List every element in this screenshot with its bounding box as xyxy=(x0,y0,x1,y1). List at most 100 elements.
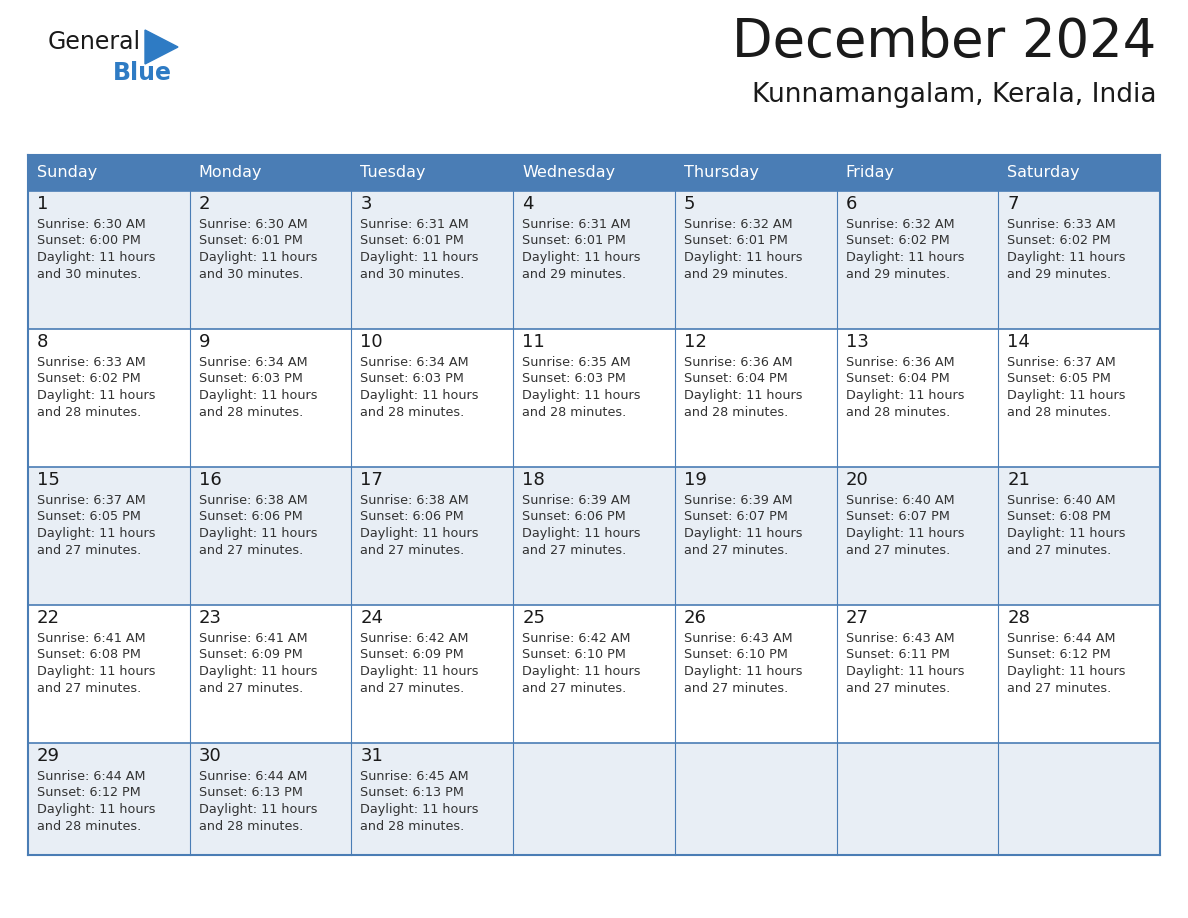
Text: and 27 minutes.: and 27 minutes. xyxy=(846,544,950,557)
Text: Sunset: 6:09 PM: Sunset: 6:09 PM xyxy=(198,648,303,662)
Text: Daylight: 11 hours: Daylight: 11 hours xyxy=(360,389,479,402)
Text: Sunset: 6:10 PM: Sunset: 6:10 PM xyxy=(523,648,626,662)
Text: 6: 6 xyxy=(846,195,857,213)
Text: Sunset: 6:00 PM: Sunset: 6:00 PM xyxy=(37,234,141,248)
Text: Sunset: 6:12 PM: Sunset: 6:12 PM xyxy=(37,787,140,800)
Bar xyxy=(29,743,1159,855)
Text: 12: 12 xyxy=(684,333,707,351)
Text: Sunrise: 6:36 AM: Sunrise: 6:36 AM xyxy=(684,355,792,368)
Bar xyxy=(675,155,836,191)
Text: 14: 14 xyxy=(1007,333,1030,351)
Text: Sunset: 6:05 PM: Sunset: 6:05 PM xyxy=(1007,373,1111,386)
Text: 13: 13 xyxy=(846,333,868,351)
Text: and 28 minutes.: and 28 minutes. xyxy=(37,821,141,834)
Text: Sunset: 6:01 PM: Sunset: 6:01 PM xyxy=(523,234,626,248)
Text: Sunrise: 6:37 AM: Sunrise: 6:37 AM xyxy=(1007,355,1116,368)
Text: 1: 1 xyxy=(37,195,49,213)
Text: Daylight: 11 hours: Daylight: 11 hours xyxy=(37,528,156,541)
Text: Daylight: 11 hours: Daylight: 11 hours xyxy=(360,252,479,264)
Text: and 28 minutes.: and 28 minutes. xyxy=(846,407,950,420)
Text: Sunrise: 6:42 AM: Sunrise: 6:42 AM xyxy=(360,632,469,644)
Text: Sunrise: 6:33 AM: Sunrise: 6:33 AM xyxy=(37,355,146,368)
Text: and 27 minutes.: and 27 minutes. xyxy=(37,544,141,557)
Text: Sunrise: 6:38 AM: Sunrise: 6:38 AM xyxy=(198,494,308,507)
Text: Sunset: 6:03 PM: Sunset: 6:03 PM xyxy=(360,373,465,386)
Text: and 28 minutes.: and 28 minutes. xyxy=(684,407,788,420)
Text: Sunrise: 6:45 AM: Sunrise: 6:45 AM xyxy=(360,769,469,782)
Text: Daylight: 11 hours: Daylight: 11 hours xyxy=(684,389,802,402)
Text: 20: 20 xyxy=(846,471,868,489)
Text: Sunset: 6:04 PM: Sunset: 6:04 PM xyxy=(846,373,949,386)
Text: Daylight: 11 hours: Daylight: 11 hours xyxy=(1007,389,1126,402)
Text: 4: 4 xyxy=(523,195,533,213)
Text: Sunrise: 6:44 AM: Sunrise: 6:44 AM xyxy=(37,769,145,782)
Text: Sunset: 6:11 PM: Sunset: 6:11 PM xyxy=(846,648,949,662)
Text: Daylight: 11 hours: Daylight: 11 hours xyxy=(846,252,965,264)
Text: 7: 7 xyxy=(1007,195,1019,213)
Text: Daylight: 11 hours: Daylight: 11 hours xyxy=(198,528,317,541)
Text: 28: 28 xyxy=(1007,609,1030,627)
Bar xyxy=(29,155,190,191)
Text: 27: 27 xyxy=(846,609,868,627)
Text: Sunrise: 6:43 AM: Sunrise: 6:43 AM xyxy=(846,632,954,644)
Text: 5: 5 xyxy=(684,195,695,213)
Text: Daylight: 11 hours: Daylight: 11 hours xyxy=(37,666,156,678)
Text: and 30 minutes.: and 30 minutes. xyxy=(37,268,141,282)
Text: General: General xyxy=(48,30,141,54)
Text: and 28 minutes.: and 28 minutes. xyxy=(198,821,303,834)
Text: Sunrise: 6:43 AM: Sunrise: 6:43 AM xyxy=(684,632,792,644)
Text: Daylight: 11 hours: Daylight: 11 hours xyxy=(1007,252,1126,264)
Bar xyxy=(998,155,1159,191)
Text: and 28 minutes.: and 28 minutes. xyxy=(523,407,626,420)
Text: Sunset: 6:03 PM: Sunset: 6:03 PM xyxy=(198,373,303,386)
Text: Daylight: 11 hours: Daylight: 11 hours xyxy=(360,528,479,541)
Text: Sunset: 6:06 PM: Sunset: 6:06 PM xyxy=(360,510,465,523)
Text: and 27 minutes.: and 27 minutes. xyxy=(1007,682,1112,696)
Text: Sunrise: 6:39 AM: Sunrise: 6:39 AM xyxy=(523,494,631,507)
Text: Sunrise: 6:35 AM: Sunrise: 6:35 AM xyxy=(523,355,631,368)
Text: 23: 23 xyxy=(198,609,222,627)
Bar xyxy=(190,155,352,191)
Text: and 28 minutes.: and 28 minutes. xyxy=(1007,407,1112,420)
Text: and 28 minutes.: and 28 minutes. xyxy=(198,407,303,420)
Text: Sunset: 6:01 PM: Sunset: 6:01 PM xyxy=(198,234,303,248)
Text: Sunset: 6:02 PM: Sunset: 6:02 PM xyxy=(846,234,949,248)
Text: and 27 minutes.: and 27 minutes. xyxy=(360,544,465,557)
Text: Sunset: 6:07 PM: Sunset: 6:07 PM xyxy=(684,510,788,523)
Text: Sunset: 6:09 PM: Sunset: 6:09 PM xyxy=(360,648,465,662)
Text: Sunrise: 6:44 AM: Sunrise: 6:44 AM xyxy=(1007,632,1116,644)
Text: and 29 minutes.: and 29 minutes. xyxy=(684,268,788,282)
Text: Sunrise: 6:40 AM: Sunrise: 6:40 AM xyxy=(1007,494,1116,507)
Text: Sunrise: 6:34 AM: Sunrise: 6:34 AM xyxy=(360,355,469,368)
Text: Sunset: 6:06 PM: Sunset: 6:06 PM xyxy=(198,510,303,523)
Text: and 30 minutes.: and 30 minutes. xyxy=(198,268,303,282)
Text: 11: 11 xyxy=(523,333,545,351)
Text: Sunrise: 6:32 AM: Sunrise: 6:32 AM xyxy=(684,218,792,230)
Text: and 28 minutes.: and 28 minutes. xyxy=(37,407,141,420)
Text: Daylight: 11 hours: Daylight: 11 hours xyxy=(37,803,156,816)
Text: 10: 10 xyxy=(360,333,383,351)
Bar xyxy=(29,467,1159,605)
Text: Daylight: 11 hours: Daylight: 11 hours xyxy=(198,389,317,402)
Bar xyxy=(836,155,998,191)
Text: Sunrise: 6:42 AM: Sunrise: 6:42 AM xyxy=(523,632,631,644)
Text: Daylight: 11 hours: Daylight: 11 hours xyxy=(684,666,802,678)
Text: Sunset: 6:13 PM: Sunset: 6:13 PM xyxy=(198,787,303,800)
Bar xyxy=(29,605,1159,743)
Text: 16: 16 xyxy=(198,471,221,489)
Text: Sunset: 6:07 PM: Sunset: 6:07 PM xyxy=(846,510,949,523)
Text: 31: 31 xyxy=(360,747,384,765)
Text: and 27 minutes.: and 27 minutes. xyxy=(198,544,303,557)
Text: and 28 minutes.: and 28 minutes. xyxy=(360,821,465,834)
Text: Daylight: 11 hours: Daylight: 11 hours xyxy=(523,528,640,541)
Text: Sunrise: 6:38 AM: Sunrise: 6:38 AM xyxy=(360,494,469,507)
Text: and 27 minutes.: and 27 minutes. xyxy=(37,682,141,696)
Text: Daylight: 11 hours: Daylight: 11 hours xyxy=(360,666,479,678)
Text: Daylight: 11 hours: Daylight: 11 hours xyxy=(684,528,802,541)
Text: Sunset: 6:02 PM: Sunset: 6:02 PM xyxy=(1007,234,1111,248)
Text: Sunrise: 6:30 AM: Sunrise: 6:30 AM xyxy=(37,218,146,230)
Text: and 27 minutes.: and 27 minutes. xyxy=(1007,544,1112,557)
Text: Daylight: 11 hours: Daylight: 11 hours xyxy=(37,389,156,402)
Text: and 27 minutes.: and 27 minutes. xyxy=(846,682,950,696)
Text: 9: 9 xyxy=(198,333,210,351)
